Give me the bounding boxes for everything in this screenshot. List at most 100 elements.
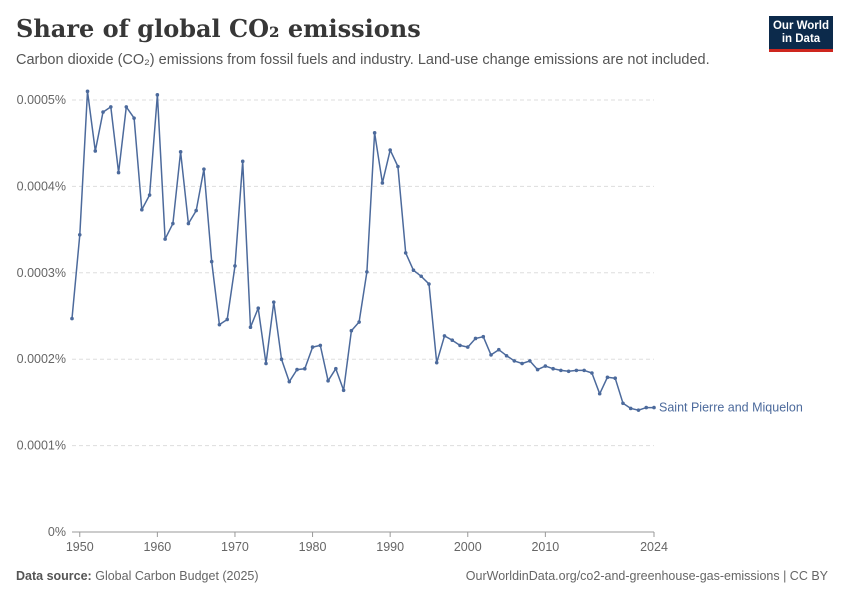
data-point[interactable] — [566, 369, 571, 374]
logo-line-2: in Data — [781, 33, 821, 45]
data-point[interactable] — [318, 343, 323, 348]
data-point[interactable] — [116, 170, 121, 175]
series-line[interactable] — [71, 90, 654, 411]
data-point[interactable] — [543, 364, 548, 368]
data-point[interactable] — [279, 357, 284, 362]
data-point[interactable] — [248, 325, 253, 330]
data-point[interactable] — [271, 300, 276, 304]
data-source-label: Data source: — [16, 569, 92, 583]
data-point[interactable] — [124, 105, 129, 109]
data-point[interactable] — [489, 353, 493, 357]
data-point[interactable] — [163, 237, 167, 241]
data-point[interactable] — [186, 221, 191, 226]
data-point[interactable] — [171, 221, 175, 226]
data-point[interactable] — [628, 406, 633, 411]
data-point[interactable] — [357, 320, 361, 324]
y-tick-label: 0.0004% — [17, 179, 66, 193]
data-point[interactable] — [326, 379, 330, 383]
data-point[interactable] — [132, 116, 136, 120]
data-point[interactable] — [458, 343, 462, 348]
data-point[interactable] — [93, 149, 98, 153]
chart-subtitle: Carbon dioxide (CO₂) emissions from foss… — [16, 52, 710, 68]
data-point[interactable] — [77, 232, 82, 237]
data-point[interactable] — [450, 338, 455, 342]
x-tick-label: 1970 — [221, 540, 249, 554]
data-point[interactable] — [613, 376, 617, 381]
data-point[interactable] — [465, 345, 470, 349]
x-tick-label: 1990 — [376, 540, 404, 554]
data-point[interactable] — [233, 264, 237, 268]
data-point[interactable] — [481, 334, 486, 339]
data-point[interactable] — [636, 408, 641, 412]
data-point[interactable] — [605, 375, 610, 380]
data-point[interactable] — [403, 251, 408, 255]
chart-title: Share of global CO₂ emissions — [16, 14, 421, 43]
y-tick-label: 0.0005% — [17, 93, 66, 107]
data-point[interactable] — [551, 366, 555, 371]
data-point[interactable] — [434, 360, 439, 365]
data-point[interactable] — [70, 316, 74, 321]
data-point[interactable] — [341, 388, 346, 393]
data-point[interactable] — [109, 105, 113, 109]
source-url[interactable]: OurWorldinData.org/co2-and-greenhouse-ga… — [465, 569, 828, 583]
data-point[interactable] — [240, 159, 245, 164]
y-tick-label: 0.0001% — [17, 439, 66, 453]
x-tick-label: 2010 — [531, 540, 559, 554]
data-point[interactable] — [310, 345, 315, 349]
series-label[interactable]: Saint Pierre and Miquelon — [659, 401, 803, 415]
x-tick-label: 1950 — [66, 540, 94, 554]
data-point[interactable] — [380, 181, 385, 185]
data-point[interactable] — [535, 367, 540, 372]
data-point[interactable] — [520, 361, 524, 366]
data-point[interactable] — [590, 371, 594, 375]
data-point[interactable] — [559, 368, 563, 373]
data-point[interactable] — [528, 359, 532, 363]
data-point[interactable] — [597, 391, 602, 396]
data-point[interactable] — [85, 89, 90, 94]
data-point[interactable] — [621, 401, 625, 406]
x-tick-label: 2024 — [640, 540, 668, 554]
data-point[interactable] — [334, 366, 338, 371]
data-point[interactable] — [264, 361, 268, 366]
data-source-value[interactable]: Global Carbon Budget (2025) — [95, 569, 259, 583]
data-point[interactable] — [147, 193, 152, 197]
data-point[interactable] — [194, 208, 198, 213]
data-point[interactable] — [504, 353, 509, 358]
data-point[interactable] — [101, 110, 105, 114]
data-point[interactable] — [217, 322, 222, 327]
data-point[interactable] — [497, 347, 501, 352]
data-source: Data source: Global Carbon Budget (2025) — [16, 569, 259, 583]
series-lines — [71, 90, 654, 411]
data-point[interactable] — [256, 306, 261, 311]
data-point[interactable] — [140, 207, 144, 212]
data-point[interactable] — [396, 164, 400, 169]
data-point[interactable] — [372, 131, 377, 135]
owid-logo[interactable]: Our World in Data — [769, 16, 833, 52]
data-point[interactable] — [155, 93, 160, 97]
data-point[interactable] — [287, 379, 292, 384]
y-tick-label: 0% — [48, 525, 66, 539]
data-point[interactable] — [473, 336, 478, 341]
data-point[interactable] — [411, 268, 416, 273]
data-point[interactable] — [427, 282, 431, 286]
data-point[interactable] — [202, 167, 206, 171]
data-point[interactable] — [388, 148, 392, 152]
data-point[interactable] — [442, 334, 447, 338]
data-point[interactable] — [303, 366, 307, 371]
data-point[interactable] — [419, 274, 424, 279]
data-point[interactable] — [644, 405, 649, 410]
y-tick-label: 0.0003% — [17, 266, 66, 280]
labels: Saint Pierre and Miquelon — [659, 401, 803, 415]
data-point[interactable] — [209, 259, 214, 264]
data-point[interactable] — [582, 368, 586, 373]
data-point[interactable] — [178, 150, 183, 154]
data-point[interactable] — [349, 328, 354, 333]
data-point[interactable] — [225, 317, 229, 322]
data-point[interactable] — [365, 270, 369, 274]
data-point[interactable] — [295, 367, 299, 372]
data-point[interactable] — [652, 405, 656, 410]
gridlines — [72, 99, 654, 447]
data-point[interactable] — [574, 368, 579, 373]
data-point[interactable] — [512, 359, 517, 363]
